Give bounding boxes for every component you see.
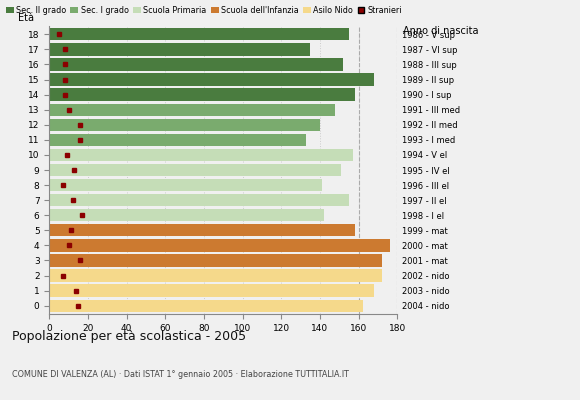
Bar	[49, 73, 374, 86]
Bar	[49, 209, 324, 222]
Bar	[49, 284, 374, 297]
Bar	[49, 118, 320, 131]
Text: Popolazione per età scolastica - 2005: Popolazione per età scolastica - 2005	[12, 330, 246, 343]
Bar	[49, 104, 335, 116]
Bar	[49, 239, 390, 252]
Bar	[49, 254, 382, 267]
Bar	[49, 194, 349, 206]
Bar	[49, 149, 353, 161]
Bar	[49, 43, 310, 56]
Bar	[49, 179, 322, 191]
Text: Età: Età	[18, 13, 34, 23]
Bar	[49, 269, 382, 282]
Text: COMUNE DI VALENZA (AL) · Dati ISTAT 1° gennaio 2005 · Elaborazione TUTTITALIA.IT: COMUNE DI VALENZA (AL) · Dati ISTAT 1° g…	[12, 370, 349, 379]
Bar	[49, 134, 306, 146]
Text: Anno di nascita: Anno di nascita	[403, 26, 478, 36]
Bar	[49, 58, 343, 71]
Bar	[49, 224, 355, 236]
Bar	[49, 164, 341, 176]
Bar	[49, 28, 349, 40]
Legend: Sec. II grado, Sec. I grado, Scuola Primaria, Scuola dell'Infanzia, Asilo Nido, : Sec. II grado, Sec. I grado, Scuola Prim…	[4, 4, 404, 16]
Bar	[49, 300, 363, 312]
Bar	[49, 88, 355, 101]
